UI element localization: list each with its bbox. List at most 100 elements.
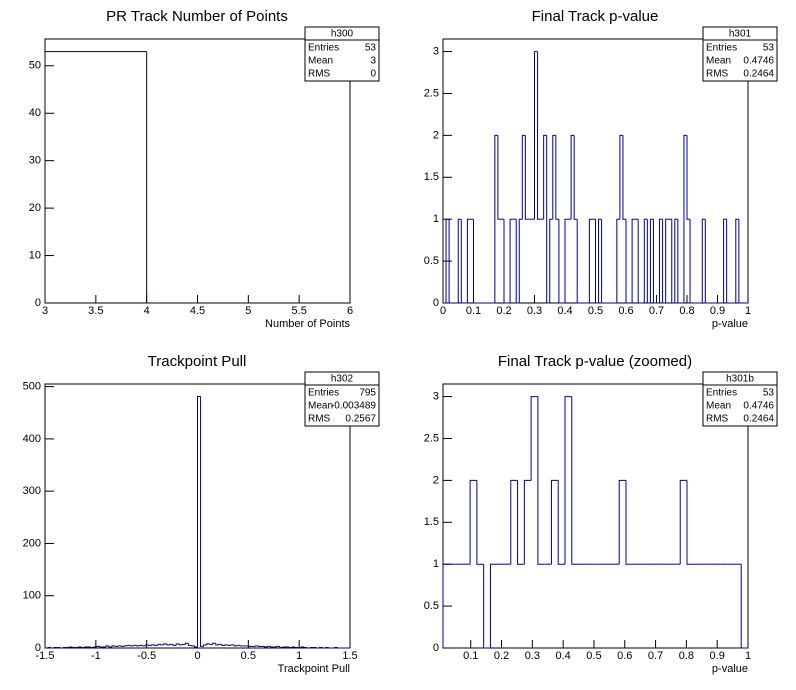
histogram-bin [517, 480, 525, 565]
histogram-bin [534, 51, 538, 220]
histogram-bin [616, 218, 620, 303]
stats-value: 53 [763, 43, 775, 54]
stats-label: Entries [706, 388, 737, 399]
histogram-bin [564, 218, 569, 303]
histogram-bin [93, 646, 97, 648]
histogram-bin [294, 646, 299, 648]
histogram-bin [248, 645, 253, 647]
histogram-bin [111, 645, 116, 647]
histogram-bin [442, 563, 450, 648]
histogram-bin [212, 642, 216, 645]
frame [44, 38, 351, 304]
x-tick-label: 0.9 [710, 305, 725, 317]
histogram-bin [576, 219, 581, 304]
histogram-bin [264, 646, 268, 648]
histogram-bin [169, 643, 174, 645]
histogram-bin [123, 645, 128, 647]
histogram-bin [564, 396, 572, 565]
histogram-bin [53, 646, 58, 648]
histogram-bin [151, 644, 155, 646]
histogram-bin [726, 219, 730, 304]
histogram-bin [460, 219, 465, 304]
histogram-bin [555, 135, 559, 220]
histogram-bin [236, 644, 241, 646]
histogram-bin [659, 218, 663, 303]
pad: PR Track Number of Points 3 3.5 4 4.5 5 5.5 6 0 1… [29, 8, 380, 330]
histogram-bin [550, 479, 559, 565]
stats-value: 795 [359, 388, 376, 399]
histogram-bin [181, 643, 186, 645]
x-tick-label: 4 [144, 305, 150, 317]
x-tick-label: 0 [194, 650, 200, 662]
histogram-bin [136, 645, 140, 647]
y-tick-label: 1 [433, 558, 439, 570]
stats-label: RMS [706, 69, 729, 80]
x-tick-label: 0.2 [494, 650, 509, 662]
histogram-bin [197, 396, 201, 647]
histogram-bin [518, 218, 523, 303]
x-tick-label: 0.4 [557, 305, 572, 317]
histogram-bin [679, 479, 687, 565]
histogram-bin [618, 479, 626, 565]
histogram-bin [187, 643, 192, 646]
histogram-bin [662, 219, 666, 304]
y-tick-label: 50 [29, 60, 41, 72]
y-tick-label: 1 [433, 213, 439, 225]
histogram-bin [701, 218, 706, 303]
stats-title: h302 [331, 374, 354, 385]
histogram-bin [129, 645, 134, 647]
x-tick-label: 1.5 [342, 650, 357, 662]
histogram-bin [279, 646, 283, 648]
stats-title: h301 [729, 29, 752, 40]
histogram-bin [270, 646, 274, 648]
x-tick-label: 0.7 [649, 305, 664, 317]
stats-label: Entries [706, 43, 737, 54]
histogram-bin [215, 643, 219, 646]
histogram-bin [306, 647, 311, 649]
y-tick-label: 100 [23, 590, 41, 602]
x-tick-label: -1.5 [36, 650, 55, 662]
stats-value: 0 [370, 69, 376, 80]
histogram-bin [649, 218, 654, 303]
histogram-bin [78, 646, 82, 648]
histogram-bin [549, 218, 553, 303]
stats-title: h301b [726, 374, 754, 385]
x-tick-label: 0.1 [463, 650, 478, 662]
stats-label: Mean [706, 401, 731, 412]
x-tick-label: 3.5 [88, 305, 103, 317]
x-tick-label: -0.5 [137, 650, 156, 662]
y-tick-label: 2.5 [424, 87, 439, 99]
histogram-bin [178, 643, 183, 646]
stats-value: 53 [365, 43, 377, 54]
stats-label: Entries [308, 388, 339, 399]
pad: Trackpoint Pull -1.5 -1 -0.5 0 0.5 1 1.5 0 100 200… [23, 353, 380, 675]
histogram-bin [537, 396, 545, 565]
histogram-bin [105, 645, 110, 647]
histogram-bin [99, 646, 103, 648]
stats-value: 3 [370, 56, 376, 67]
x-tick-label: 0.8 [679, 305, 694, 317]
histogram-bin [322, 647, 326, 649]
histogram-bin [258, 645, 262, 647]
x-tick-label: 1 [296, 650, 302, 662]
y-tick-label: 3 [433, 45, 439, 57]
y-tick-label: 500 [23, 381, 41, 393]
y-tick-label: 1.5 [424, 171, 439, 183]
histogram-bin [588, 218, 593, 303]
histogram-bin [160, 644, 164, 646]
histogram-bin [674, 218, 678, 303]
histogram-bin [466, 218, 471, 303]
histogram-bin [473, 219, 477, 304]
histogram-bin [44, 51, 147, 303]
histogram-bin [239, 645, 244, 647]
histogram-bin [190, 645, 195, 647]
stats-label: RMS [308, 414, 331, 425]
histogram-bin [494, 134, 498, 303]
y-tick-label: 0 [35, 297, 41, 309]
histogram-bin [288, 646, 293, 648]
stats-label: Mean [706, 56, 731, 67]
histogram-bin [337, 647, 341, 649]
chart-title: PR Track Number of Points [106, 8, 288, 25]
y-tick-label: 2 [433, 129, 439, 141]
histogram-bin [558, 219, 562, 304]
